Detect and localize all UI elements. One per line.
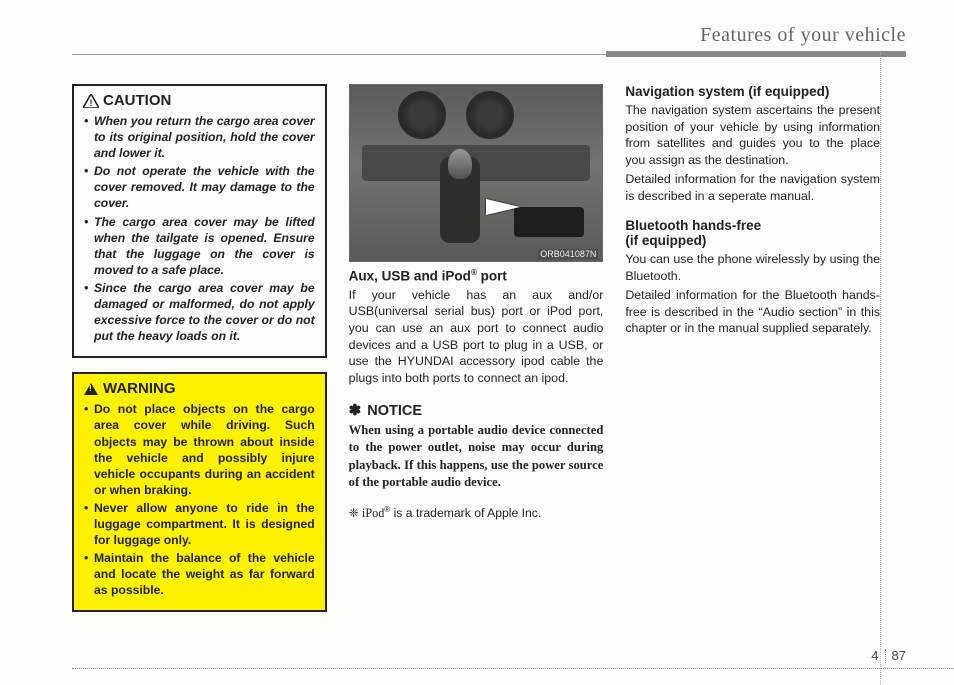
notice-body: When using a portable audio device conne…: [349, 422, 604, 492]
nav-body-2: Detailed information for the navigation …: [625, 171, 880, 204]
trademark-prefix: ❈ iPod: [349, 506, 385, 520]
caution-label: CAUTION: [103, 92, 171, 109]
figure-code: ORB041087N: [538, 249, 598, 259]
aux-usb-port-slot: [514, 207, 584, 237]
margin-dotted-rule: [880, 52, 881, 685]
column-right: Navigation system (if equipped) The navi…: [625, 84, 906, 626]
notice-heading: ✽ NOTICE: [349, 401, 604, 419]
warning-item: Maintain the balance of the vehicle and …: [84, 550, 315, 598]
nav-heading: Navigation system (if equipped): [625, 84, 880, 99]
aux-heading: Aux, USB and iPod® port: [349, 268, 604, 284]
warning-box: WARNING Do not place objects on the carg…: [72, 372, 327, 612]
bluetooth-body-1: You can use the phone wirelessly by usin…: [625, 251, 880, 284]
caution-item: Since the cargo area cover may be damage…: [84, 280, 315, 344]
notice-label: NOTICE: [367, 403, 422, 419]
caution-heading: ! CAUTION: [84, 92, 315, 109]
page-number-value: 87: [892, 648, 906, 663]
center-console-figure: ORB041087N: [349, 84, 604, 262]
warning-heading: WARNING: [84, 380, 315, 397]
content-columns: ! CAUTION When you return the cargo area…: [72, 84, 906, 626]
vent-dial-right: [466, 91, 514, 139]
column-center: ORB041087N Aux, USB and iPod® port If yo…: [349, 84, 604, 626]
warning-icon: [84, 383, 98, 395]
aux-body: If your vehicle has an aux and/or USB(un…: [349, 287, 604, 387]
page-number: 4 87: [871, 648, 906, 663]
vent-dial-left: [398, 91, 446, 139]
nav-body-1: The navigation system ascertains the pre…: [625, 102, 880, 169]
footer-dotted-rule: [72, 668, 954, 669]
caution-list: When you return the cargo area cover to …: [84, 113, 315, 344]
warning-list: Do not place objects on the cargo area c…: [84, 401, 315, 598]
caution-item: Do not operate the vehicle with the cove…: [84, 163, 315, 211]
bluetooth-heading-l2: (if equipped): [625, 233, 880, 248]
caution-icon: !: [84, 95, 98, 107]
bluetooth-body-2: Detailed information for the Bluetooth h…: [625, 287, 880, 337]
page-header: Features of your vehicle: [72, 24, 906, 66]
aux-heading-suffix: port: [477, 269, 507, 284]
chapter-number: 4: [871, 648, 878, 663]
caution-item: When you return the cargo area cover to …: [84, 113, 315, 161]
shift-knob: [448, 149, 472, 179]
notice-burst-icon: ✽: [349, 402, 362, 419]
section-title: Features of your vehicle: [700, 24, 906, 47]
page-num-divider: [885, 649, 886, 663]
warning-label: WARNING: [103, 380, 176, 397]
callout-arrow-icon: [486, 199, 520, 215]
warning-item: Do not place objects on the cargo area c…: [84, 401, 315, 498]
caution-item: The cargo area cover may be lifted when …: [84, 214, 315, 278]
column-left: ! CAUTION When you return the cargo area…: [72, 84, 327, 626]
caution-box: ! CAUTION When you return the cargo area…: [72, 84, 327, 358]
page-footer: [72, 668, 954, 669]
trademark-note: ❈ iPod® is a trademark of Apple Inc.: [349, 505, 604, 522]
header-rule-accent: [606, 51, 906, 57]
aux-heading-prefix: Aux, USB and iPod: [349, 269, 471, 284]
warning-item: Never allow anyone to ride in the luggag…: [84, 500, 315, 548]
svg-text:!: !: [90, 98, 93, 108]
bluetooth-heading-l1: Bluetooth hands-free: [625, 218, 880, 233]
trademark-suffix: is a trademark of Apple Inc.: [390, 506, 541, 520]
